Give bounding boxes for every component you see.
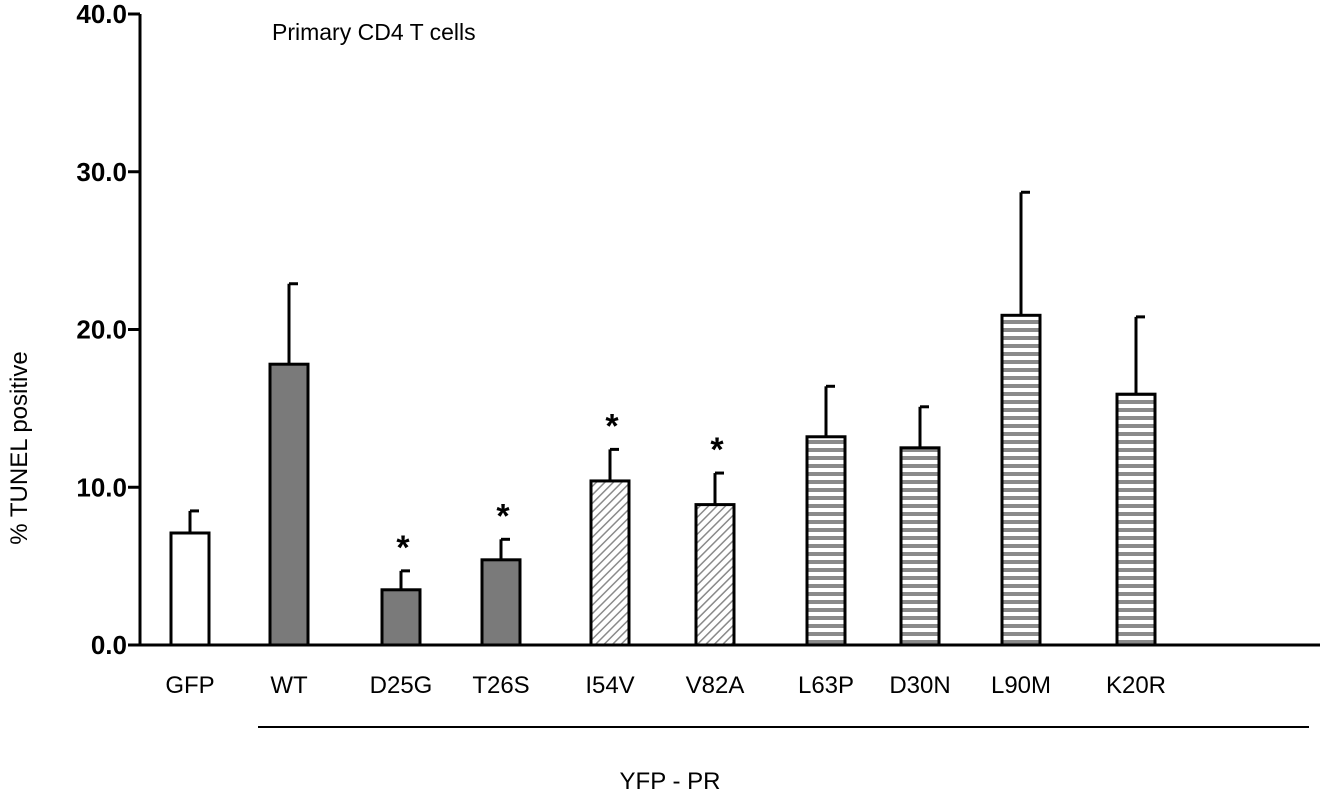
- category-label: V82A: [686, 672, 745, 699]
- significance-marker: *: [396, 529, 410, 567]
- category-label: D30N: [889, 672, 950, 699]
- y-tick-label: 0.0: [91, 630, 127, 660]
- bars: * * * *: [169, 190, 1157, 647]
- y-tick-label: 40.0: [76, 0, 127, 29]
- bar-d25g: [380, 588, 422, 647]
- category-label: L90M: [991, 672, 1051, 699]
- category-label: GFP: [165, 672, 214, 699]
- bar-gfp: [169, 531, 211, 647]
- category-label: D25G: [370, 672, 433, 699]
- bar-l63p: [805, 435, 847, 647]
- bar-t26s: [480, 558, 522, 647]
- significance-marker: *: [605, 407, 619, 445]
- bar-k20r: [1115, 392, 1157, 647]
- category-label: I54V: [585, 672, 634, 699]
- group-label: YFP - PR: [620, 768, 721, 795]
- significance-marker: *: [496, 497, 510, 535]
- y-tick-label: 20.0: [76, 315, 127, 345]
- bar-i54v: [589, 479, 631, 647]
- bar-l90m: [1000, 313, 1042, 647]
- category-label: WT: [270, 672, 308, 699]
- y-axis-title: % TUNEL positive: [6, 351, 33, 544]
- y-tick-label: 10.0: [76, 472, 127, 502]
- bar-d30n: [899, 446, 941, 647]
- category-label: T26S: [472, 672, 529, 699]
- y-tick-label: 30.0: [76, 157, 127, 187]
- y-ticks: 0.0 10.0 20.0 30.0 40.0: [76, 0, 140, 660]
- bar-v82a: [694, 503, 736, 647]
- category-label: K20R: [1106, 672, 1166, 699]
- category-labels: GFP WT D25G T26S I54V V82A L63P D30N L90M K20R: [165, 672, 1166, 699]
- chart-title: Primary CD4 T cells: [272, 19, 476, 45]
- category-label: L63P: [798, 672, 854, 699]
- bar-wt: [268, 362, 310, 647]
- significance-marker: *: [710, 431, 724, 469]
